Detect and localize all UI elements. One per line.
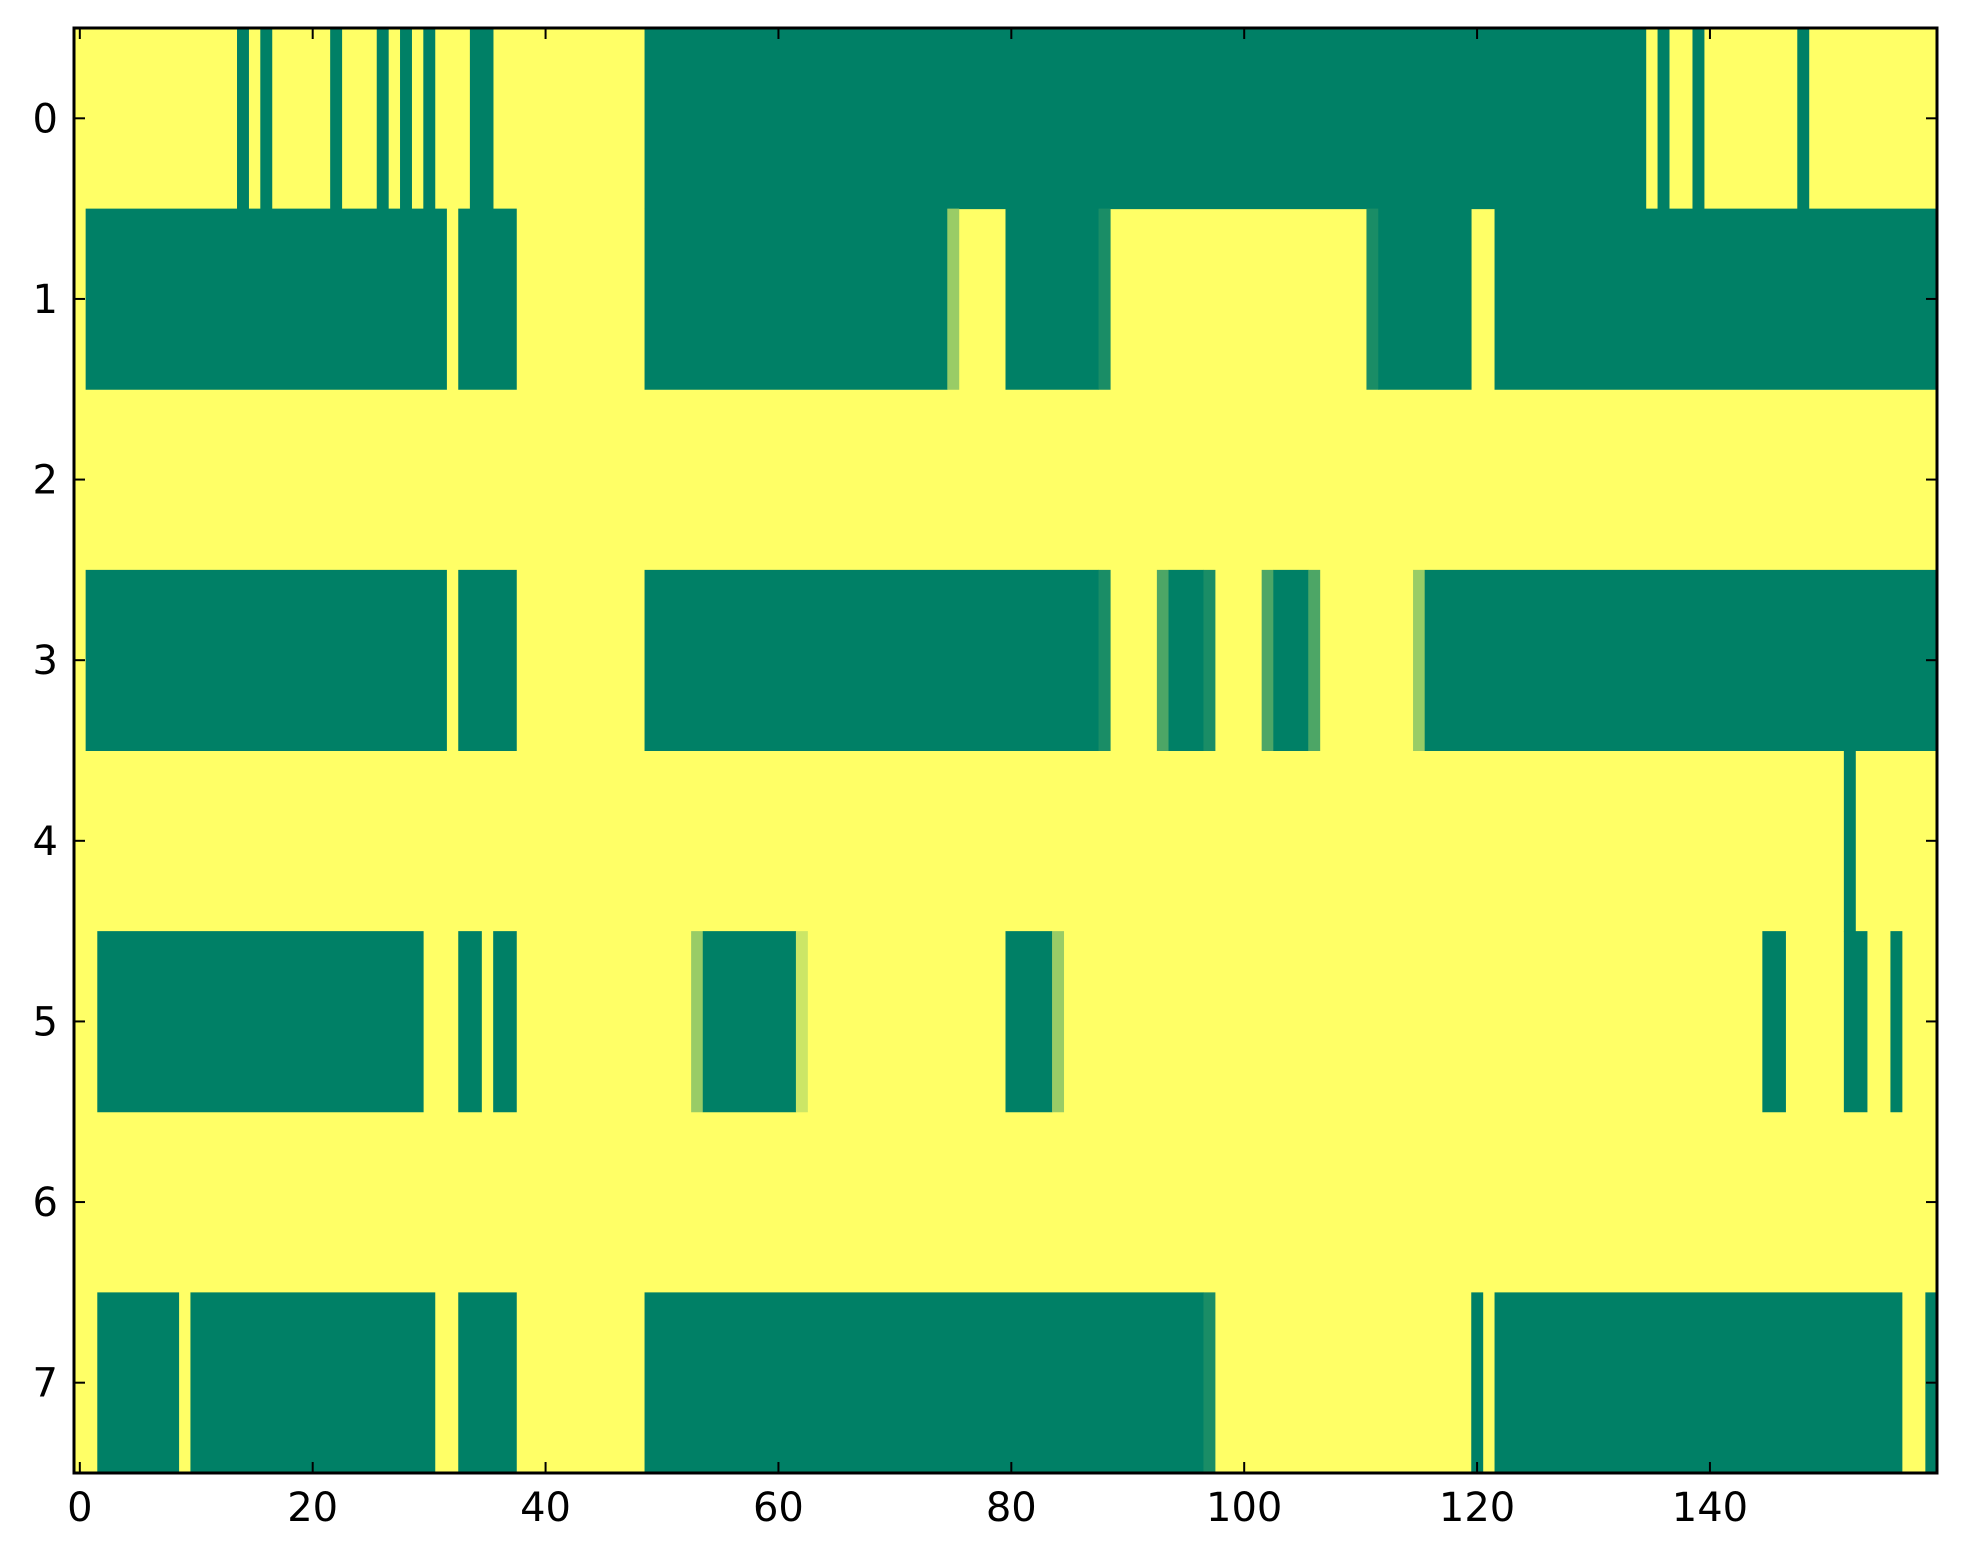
heatmap-cell-run bbox=[458, 1292, 517, 1474]
heatmap-cell-run bbox=[644, 208, 948, 390]
heatmap-cell-run bbox=[85, 208, 447, 390]
heatmap-cell-run bbox=[644, 1292, 1204, 1474]
heatmap-row-6-background bbox=[74, 1111, 1937, 1293]
heatmap-cell-run bbox=[1098, 208, 1111, 390]
heatmap-cell-run bbox=[1378, 208, 1472, 390]
heatmap-cell-run bbox=[1203, 569, 1216, 751]
axes-frame bbox=[72, 26, 1939, 1475]
heatmap-cell-run bbox=[1156, 569, 1169, 751]
heatmap-cell-run bbox=[1692, 28, 1705, 210]
x-tick-label: 40 bbox=[520, 1485, 571, 1531]
x-axis-tick-labels: 0 20 40 60 80 100 120 140 bbox=[67, 1485, 1748, 1531]
heatmap-cell-run bbox=[1494, 1292, 1903, 1474]
x-tick-label: 140 bbox=[1672, 1485, 1748, 1531]
y-tick-label: 7 bbox=[33, 1361, 58, 1407]
heatmap-cell-run bbox=[644, 28, 1647, 210]
heatmap-cell-run bbox=[1471, 1292, 1484, 1474]
heatmap-cell-run bbox=[1762, 931, 1786, 1113]
heatmap-cell-run bbox=[1052, 931, 1065, 1113]
heatmap-cell-run bbox=[458, 208, 517, 390]
x-tick-label: 100 bbox=[1206, 1485, 1282, 1531]
heatmap-cell-run bbox=[1005, 208, 1099, 390]
y-tick-label: 4 bbox=[33, 819, 58, 865]
heatmap-row-4-background bbox=[74, 750, 1937, 932]
x-tick-label: 20 bbox=[287, 1485, 338, 1531]
heatmap-cell-run bbox=[190, 1292, 436, 1474]
heatmap-cell-run bbox=[644, 569, 1099, 751]
heatmap-cell-run bbox=[237, 28, 249, 210]
y-tick-label: 2 bbox=[33, 458, 58, 504]
y-tick-label: 3 bbox=[33, 638, 58, 684]
heatmap-cell-run bbox=[330, 28, 343, 210]
heatmap-cell-run bbox=[1797, 28, 1810, 210]
heatmap-cell-run bbox=[947, 208, 960, 390]
heatmap-cell-run bbox=[1308, 569, 1321, 751]
heatmap-cell-run bbox=[1098, 569, 1111, 751]
heatmap-cell-run bbox=[1273, 569, 1309, 751]
x-tick-label: 120 bbox=[1439, 1485, 1515, 1531]
heatmap-cell-run bbox=[1843, 931, 1868, 1113]
heatmap-cell-run bbox=[1843, 750, 1856, 932]
heatmap-cell-run bbox=[97, 1292, 180, 1474]
y-tick-label: 5 bbox=[33, 999, 58, 1045]
heatmap-cell-run bbox=[1366, 208, 1379, 390]
heatmap-cell-run bbox=[97, 931, 424, 1113]
x-tick-label: 60 bbox=[753, 1485, 804, 1531]
heatmap-cell-run bbox=[1261, 569, 1274, 751]
heatmap-cell-run bbox=[1203, 1292, 1216, 1474]
heatmap-cell-run bbox=[469, 28, 494, 210]
y-tick-label: 1 bbox=[33, 277, 58, 323]
heatmap-cells bbox=[74, 28, 1938, 1474]
heatmap-cell-run bbox=[260, 28, 273, 210]
heatmap-cell-run bbox=[1657, 28, 1670, 210]
heatmap-cell-run bbox=[1413, 569, 1425, 751]
heatmap-cell-run bbox=[423, 28, 436, 210]
heatmap-cell-run bbox=[702, 931, 797, 1113]
heatmap-cell-run bbox=[376, 28, 389, 210]
heatmap-cell-run bbox=[1890, 931, 1903, 1113]
y-axis-tick-labels: 0 1 2 3 4 5 6 7 bbox=[33, 96, 58, 1406]
heatmap-cell-run bbox=[1494, 208, 1938, 390]
heatmap-cell-run bbox=[400, 28, 412, 210]
axis-ticks bbox=[74, 28, 1937, 1473]
heatmap-cell-run bbox=[795, 931, 808, 1113]
heatmap-cell-run bbox=[458, 931, 482, 1113]
heatmap-cell-run bbox=[85, 569, 447, 751]
x-tick-label: 0 bbox=[67, 1485, 92, 1531]
heatmap-cell-run bbox=[493, 931, 517, 1113]
x-tick-label: 80 bbox=[986, 1485, 1037, 1531]
y-tick-label: 0 bbox=[33, 96, 58, 142]
heatmap-cell-run bbox=[691, 931, 704, 1113]
heatmap-cell-run bbox=[1424, 569, 1938, 751]
heatmap-row-2-background bbox=[74, 389, 1937, 571]
heatmap-cell-run bbox=[458, 569, 517, 751]
heatmap-cell-run bbox=[1005, 931, 1053, 1113]
heatmap-cell-run bbox=[1168, 569, 1204, 751]
y-tick-label: 6 bbox=[33, 1180, 58, 1226]
